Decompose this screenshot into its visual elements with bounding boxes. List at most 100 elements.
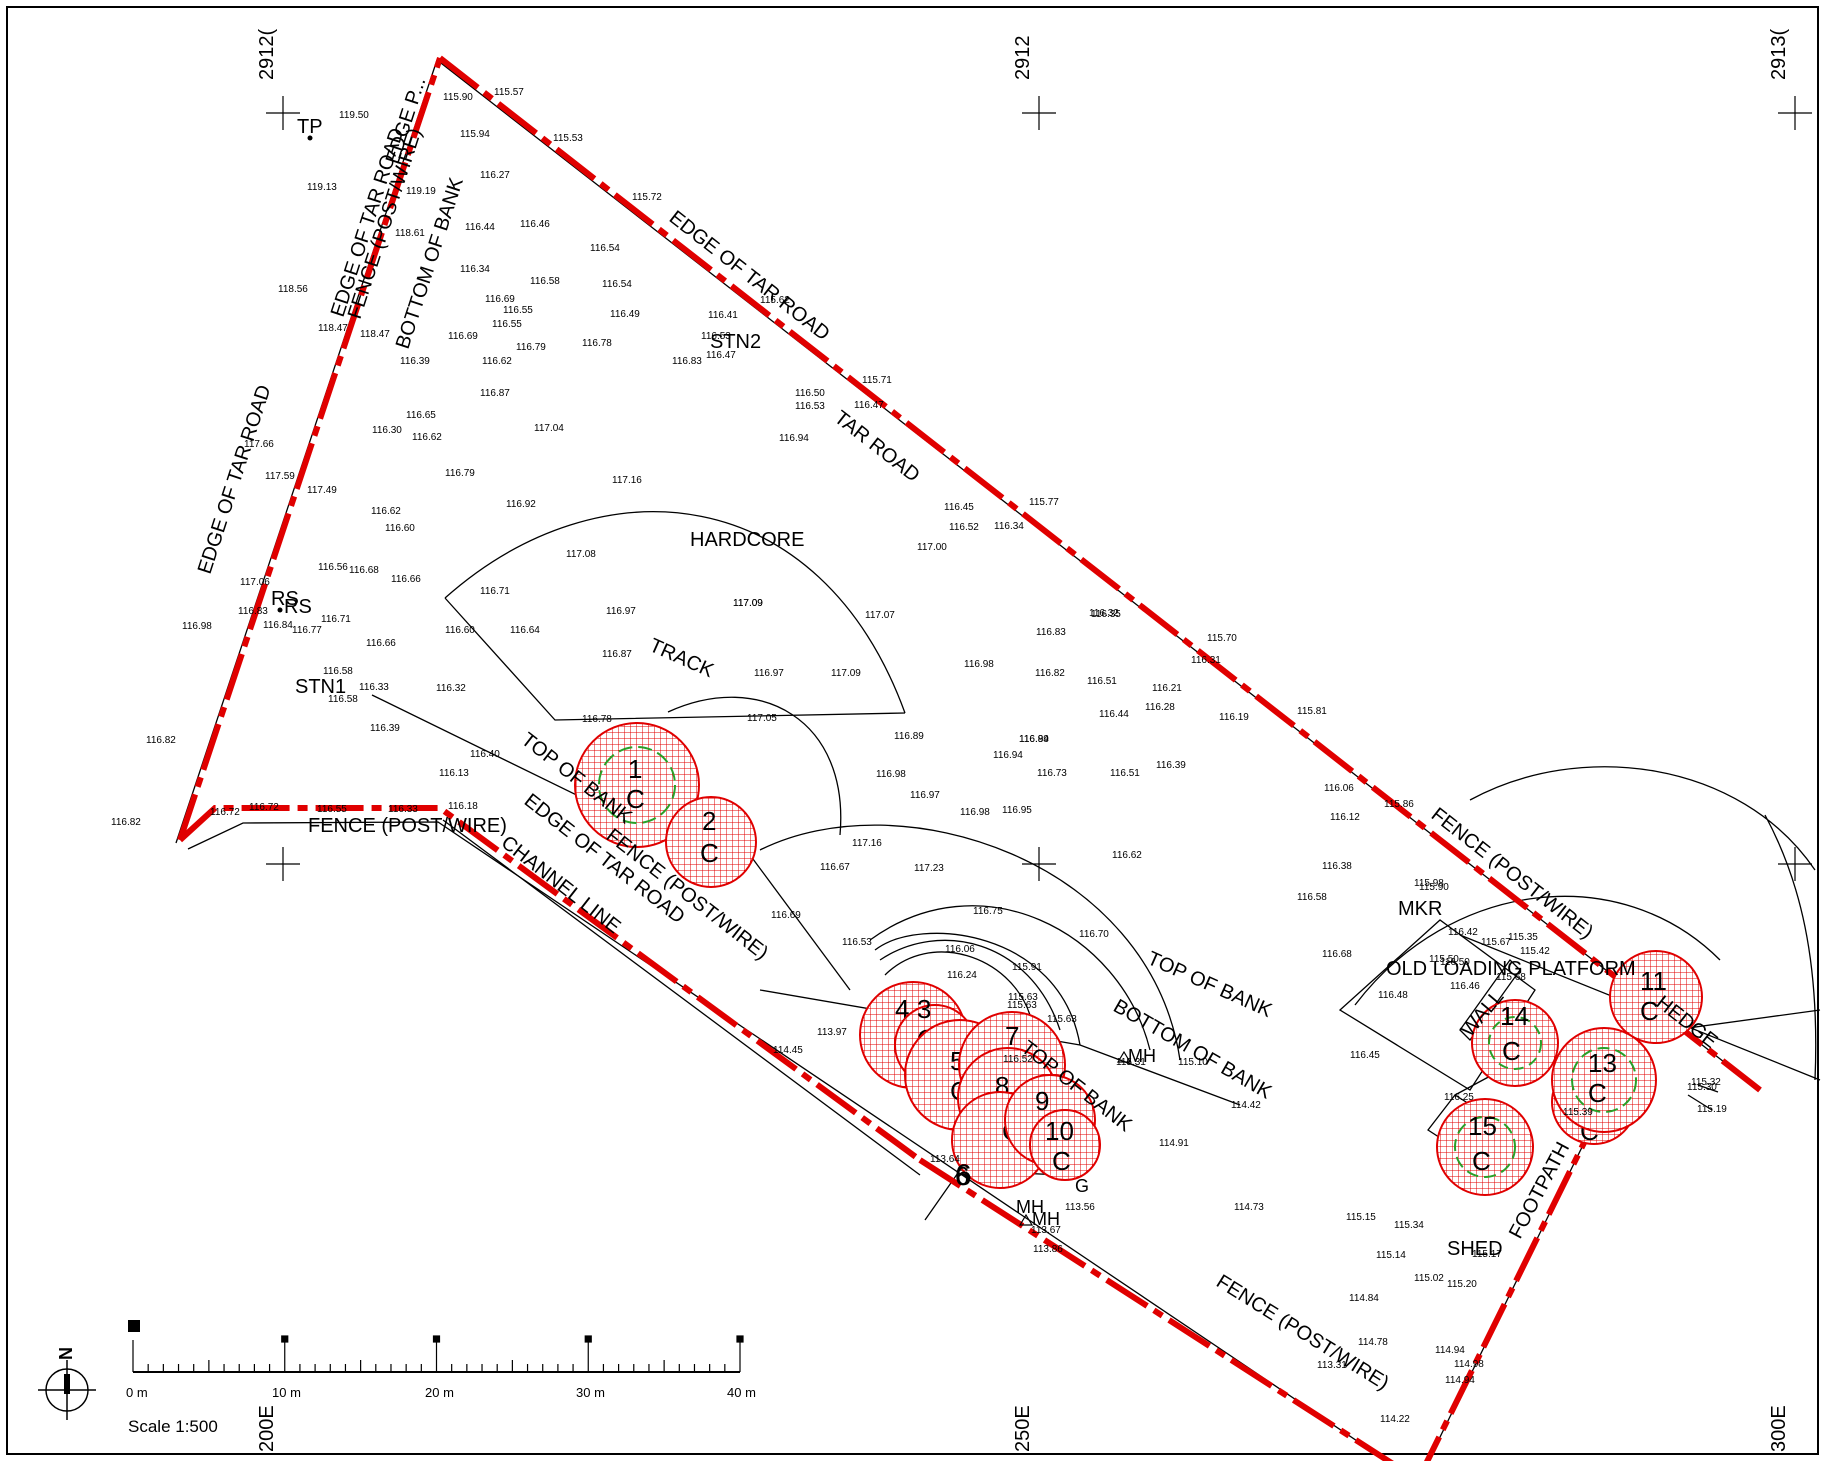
spot-level: 116.47 <box>706 350 736 361</box>
label-track: TRACK <box>646 634 717 682</box>
spot-level: 114.22 <box>1380 1414 1410 1425</box>
tree-10-id: 10 <box>1045 1116 1074 1146</box>
spot-level: 116.32 <box>1089 608 1119 619</box>
platform-arc <box>1354 895 1721 1006</box>
spot-level: 116.89 <box>1019 734 1049 745</box>
spot-level: 116.50 <box>1440 957 1470 968</box>
spot-level: 117.00 <box>917 542 947 553</box>
platform-arc-2 <box>1469 766 1817 1081</box>
spot-level: 116.62 <box>412 432 442 443</box>
scale-label-10: 10 m <box>272 1385 301 1400</box>
label-fence-bottom: FENCE (POST/WIRE) <box>1212 1271 1392 1395</box>
tree-10-code: C <box>1052 1146 1071 1176</box>
spot-level: 117.16 <box>612 475 642 486</box>
spot-level: 116.87 <box>602 649 632 660</box>
spot-level: 115.63 <box>1047 1014 1077 1025</box>
spot-level: 116.53 <box>701 331 731 342</box>
spot-level: 115.72 <box>632 192 662 203</box>
spot-level: 114.73 <box>1234 1202 1264 1213</box>
label-hardcore: HARDCORE <box>690 529 804 551</box>
spot-level: 115.32 <box>1691 1077 1721 1088</box>
boundary-bottom-left <box>177 805 922 1163</box>
tree-15: 15 C <box>1436 1098 1534 1196</box>
spot-level: 117.66 <box>244 439 274 450</box>
spot-level: 115.91 <box>1012 962 1042 973</box>
spot-level: 115.63 <box>1008 992 1038 1003</box>
spot-level: 116.72 <box>210 807 240 818</box>
trees: 1 C 2 C 4 C 3 C 5 C 7 C 8 <box>574 722 1703 1196</box>
spot-level: 115.35 <box>1508 932 1538 943</box>
spot-level: 116.13 <box>439 768 469 779</box>
hardcore-arc <box>444 511 906 714</box>
spot-level: 116.51 <box>1110 768 1140 779</box>
station-stn2: STN2 <box>710 331 761 353</box>
spot-level: 116.73 <box>1037 768 1067 779</box>
spot-level: 119.13 <box>307 182 337 193</box>
spot-level: 116.39 <box>400 356 430 367</box>
tree-1: 1 C <box>574 722 700 848</box>
label-fence-right: FENCE (POST/WIRE) <box>1427 804 1597 944</box>
spot-level: 115.77 <box>1029 497 1059 508</box>
spot-level: 115.86 <box>1384 799 1414 810</box>
spot-level: 118.47 <box>318 323 348 334</box>
spot-level: 117.23 <box>914 863 944 874</box>
spot-level: 117.59 <box>265 471 295 482</box>
spot-level: 117.16 <box>852 838 882 849</box>
spot-level: 113.64 <box>930 1154 960 1165</box>
spot-level: 114.78 <box>1358 1337 1388 1348</box>
spot-level: 116.60 <box>385 523 415 534</box>
spot-level: 116.94 <box>993 750 1023 761</box>
spot-level: 114.94 <box>1435 1345 1465 1356</box>
spot-level: 116.19 <box>1219 712 1249 723</box>
spot-level: 116.77 <box>292 625 322 636</box>
spot-level: 116.24 <box>947 970 977 981</box>
tree-11: 11 C <box>1609 950 1703 1044</box>
bank-arc-1 <box>759 824 1181 1061</box>
tree-15-code: C <box>1472 1146 1491 1176</box>
tree-13-code: C <box>1588 1078 1607 1108</box>
spot-level: 116.58 <box>1297 892 1327 903</box>
spot-level: 116.97 <box>606 606 636 617</box>
spot-level: 116.38 <box>1322 861 1352 872</box>
site-boundary <box>177 55 1762 1461</box>
scale-text: Scale 1:500 <box>128 1417 218 1436</box>
spot-level: 115.20 <box>1447 1279 1477 1290</box>
spot-level: 117.09 <box>831 668 861 679</box>
spot-level: 116.35 <box>1091 609 1121 620</box>
spot-level: 116.94 <box>779 433 809 444</box>
spot-level: 116.78 <box>582 338 612 349</box>
spot-level: 116.30 <box>372 425 402 436</box>
scale-label-30: 30 m <box>576 1385 605 1400</box>
spot-level: 115.34 <box>1394 1220 1424 1231</box>
spot-level: 116.48 <box>1378 990 1408 1001</box>
label-bridge-edge: EDGE P... <box>382 74 431 166</box>
spot-level: 117.08 <box>566 549 596 560</box>
grid-label-top-2: 2912 <box>1012 36 1034 81</box>
spot-level: 119.19 <box>406 186 436 197</box>
spot-level: 116.58 <box>530 276 560 287</box>
north-arrow: N <box>38 1347 96 1420</box>
spot-level: 115.90 <box>1419 882 1449 893</box>
spot-level: 116.69 <box>485 294 515 305</box>
bank-arc-5 <box>884 951 1031 1016</box>
spot-level: 114.84 <box>1349 1293 1379 1304</box>
tree-2: 2 C <box>665 796 757 888</box>
tree-11-code: C <box>1640 996 1659 1026</box>
spot-level: 118.56 <box>278 284 308 295</box>
spot-level: 116.66 <box>391 574 421 585</box>
channel-line <box>442 819 921 1176</box>
tree-15-id: 15 <box>1468 1111 1497 1141</box>
spot-level: 116.34 <box>994 521 1024 532</box>
spot-level: 116.58 <box>323 666 353 677</box>
tree-14-code: C <box>1502 1036 1521 1066</box>
spot-level: 116.28 <box>1145 702 1175 713</box>
bank-arc-4 <box>879 939 1061 1031</box>
bank-arc-2 <box>869 905 1151 1051</box>
small-line <box>1687 1094 1713 1111</box>
spot-level: 116.55 <box>492 319 522 330</box>
spot-level: 116.98 <box>964 659 994 670</box>
spot-level: 115.62 <box>760 295 790 306</box>
spot-level: 113.86 <box>1033 1244 1063 1255</box>
spot-level: 115.53 <box>553 133 583 144</box>
map-frame <box>6 6 1819 1455</box>
